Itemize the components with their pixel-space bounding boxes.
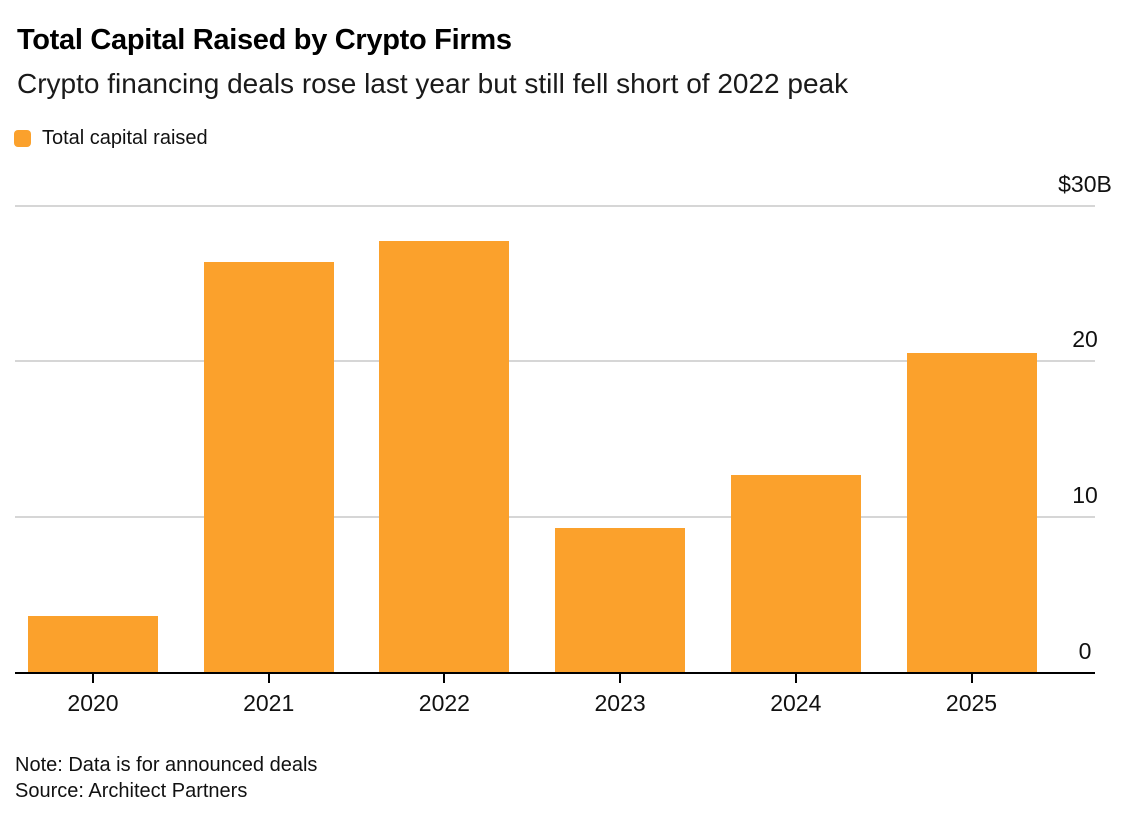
bar-2025 xyxy=(906,353,1037,673)
x-axis-tick xyxy=(794,673,797,683)
bar-2021 xyxy=(203,261,334,673)
x-axis-label: 2020 xyxy=(67,690,119,716)
legend-label: Total capital raised xyxy=(42,127,208,149)
y-axis-label: 20 xyxy=(1072,326,1098,353)
note: Note: Data is for announced deals xyxy=(15,754,318,776)
x-axis-label: 2025 xyxy=(945,690,998,716)
bar-2023 xyxy=(555,527,686,673)
legend-swatch-icon xyxy=(14,130,31,147)
gridline xyxy=(15,515,1095,518)
x-axis-tick xyxy=(267,673,270,683)
x-axis-tick xyxy=(619,673,622,683)
x-axis-label: 2021 xyxy=(243,690,295,716)
legend: Total capital raised xyxy=(14,127,208,150)
chart-subtitle: Crypto financing deals rose last year bu… xyxy=(17,68,849,99)
x-axis-label: 2024 xyxy=(770,690,822,716)
footnotes: Note: Data is for announced deals Source… xyxy=(15,752,317,804)
x-axis-label: 2023 xyxy=(594,690,646,716)
y-axis-label: 0 xyxy=(1078,637,1092,664)
gridline xyxy=(15,204,1095,207)
y-axis-label: $30B xyxy=(1058,170,1112,197)
x-axis-tick xyxy=(443,673,446,683)
x-axis-line xyxy=(15,671,1095,674)
x-axis-tick xyxy=(92,673,94,683)
source: Source: Architect Partners xyxy=(15,780,248,802)
bar-2022 xyxy=(379,241,510,673)
y-axis-label: 10 xyxy=(1072,481,1098,508)
x-axis-tick xyxy=(970,673,973,683)
gridline xyxy=(15,360,1095,363)
bar-2024 xyxy=(730,474,861,673)
chart-title: Total Capital Raised by Crypto Firms xyxy=(17,24,512,56)
x-axis-label: 2022 xyxy=(418,690,470,716)
bar-2020 xyxy=(28,616,158,673)
